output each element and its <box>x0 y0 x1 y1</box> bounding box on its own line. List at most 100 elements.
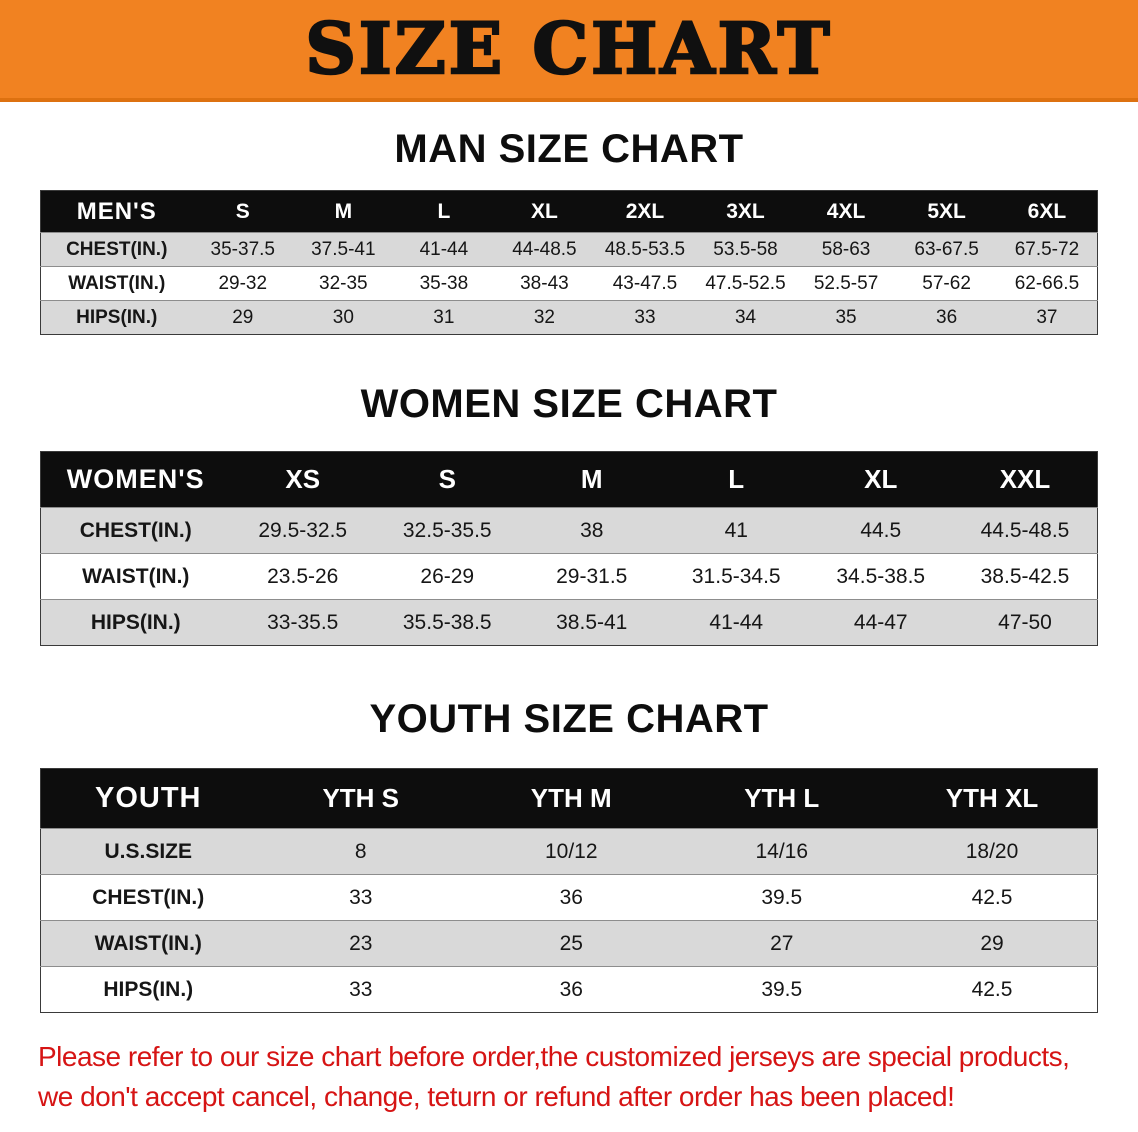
youth-row-chest-in: CHEST(IN.) 33 36 39.5 42.5 <box>40 874 1098 921</box>
women-header-row: WOMEN'S XS S M L XL XXL <box>40 451 1098 508</box>
cell: 57-62 <box>896 266 997 301</box>
youth-row-hips-in: HIPS(IN.) 33 36 39.5 42.5 <box>40 966 1098 1013</box>
cell: 32 <box>494 300 595 335</box>
cell: 29-31.5 <box>519 553 664 600</box>
men-col-6xl: 6XL <box>996 190 1098 233</box>
men-col-3xl: 3XL <box>695 190 796 233</box>
cell: 29 <box>887 920 1098 967</box>
cell: 26-29 <box>375 553 520 600</box>
youth-header-label: YOUTH <box>40 768 256 829</box>
women-col-xs: XS <box>230 451 375 508</box>
cell: 35 <box>795 300 897 335</box>
cell: 33 <box>255 874 466 921</box>
row-label: HIPS(IN.) <box>40 599 231 646</box>
cell: 37.5-41 <box>293 232 394 267</box>
cell: 34 <box>695 300 796 335</box>
cell: 41 <box>664 507 809 554</box>
cell: 37 <box>996 300 1098 335</box>
youth-col-yth-l: YTH L <box>676 768 887 829</box>
men-row-hips-in: HIPS(IN.) 29 30 31 32 33 34 35 36 37 <box>40 300 1098 335</box>
disclaimer-text: Please refer to our size chart before or… <box>38 1037 1138 1117</box>
men-col-m: M <box>293 190 394 233</box>
women-col-m: M <box>519 451 664 508</box>
cell: 67.5-72 <box>996 232 1098 267</box>
cell: 29 <box>192 300 294 335</box>
cell: 44-48.5 <box>494 232 595 267</box>
men-row-chest-in: CHEST(IN.) 35-37.5 37.5-41 41-44 44-48.5 48.5… <box>40 232 1098 267</box>
cell: 38-43 <box>494 266 595 301</box>
row-label: WAIST(IN.) <box>40 553 231 600</box>
cell: 58-63 <box>795 232 897 267</box>
size-chart-banner: SIZE CHART <box>0 0 1138 102</box>
cell: 41-44 <box>664 599 809 646</box>
youth-section-title: YOUTH SIZE CHART <box>369 697 769 741</box>
cell: 52.5-57 <box>795 266 897 301</box>
cell: 30 <box>293 300 394 335</box>
cell: 47.5-52.5 <box>695 266 796 301</box>
cell: 41-44 <box>393 232 495 267</box>
men-size-table: MEN'S S M L XL 2XL 3XL 4XL 5XL 6XL CHEST(IN.) 35-37… <box>40 190 1098 335</box>
row-label: CHEST(IN.) <box>40 507 231 554</box>
women-size-table: WOMEN'S XS S M L XL XXL CHEST(IN.) 29.5-32.5 32.5… <box>40 451 1098 646</box>
cell: 42.5 <box>887 966 1098 1013</box>
women-col-xl: XL <box>808 451 953 508</box>
cell: 31 <box>393 300 495 335</box>
women-section-title: WOMEN SIZE CHART <box>360 382 778 426</box>
men-row-waist-in: WAIST(IN.) 29-32 32-35 35-38 38-43 43-47.5 47.… <box>40 266 1098 301</box>
cell: 31.5-34.5 <box>664 553 809 600</box>
youth-row-u-s-size: U.S.SIZE 8 10/12 14/16 18/20 <box>40 828 1098 875</box>
row-label: WAIST(IN.) <box>40 920 256 967</box>
cell: 32-35 <box>293 266 394 301</box>
women-col-l: L <box>664 451 809 508</box>
men-header-row: MEN'S S M L XL 2XL 3XL 4XL 5XL 6XL <box>40 190 1098 233</box>
cell: 27 <box>676 920 887 967</box>
men-section-title: MAN SIZE CHART <box>394 127 744 171</box>
cell: 42.5 <box>887 874 1098 921</box>
cell: 44-47 <box>808 599 953 646</box>
cell: 34.5-38.5 <box>808 553 953 600</box>
cell: 48.5-53.5 <box>594 232 696 267</box>
cell: 18/20 <box>887 828 1098 875</box>
men-col-2xl: 2XL <box>594 190 696 233</box>
cell: 23 <box>255 920 466 967</box>
women-header-label: WOMEN'S <box>40 451 231 508</box>
cell: 10/12 <box>466 828 677 875</box>
cell: 44.5 <box>808 507 953 554</box>
cell: 39.5 <box>676 874 887 921</box>
row-label: CHEST(IN.) <box>40 874 256 921</box>
youth-size-table: YOUTH YTH S YTH M YTH L YTH XL U.S.SIZE 8 10/12… <box>40 768 1098 1013</box>
women-row-hips-in: HIPS(IN.) 33-35.5 35.5-38.5 38.5-41 41-44 44-… <box>40 599 1098 646</box>
cell: 53.5-58 <box>695 232 796 267</box>
row-label: HIPS(IN.) <box>40 966 256 1013</box>
row-label: U.S.SIZE <box>40 828 256 875</box>
cell: 35.5-38.5 <box>375 599 520 646</box>
youth-header-row: YOUTH YTH S YTH M YTH L YTH XL <box>40 768 1098 829</box>
cell: 35-38 <box>393 266 495 301</box>
row-label: HIPS(IN.) <box>40 300 193 335</box>
cell: 25 <box>466 920 677 967</box>
men-col-s: S <box>192 190 294 233</box>
cell: 62-66.5 <box>996 266 1098 301</box>
cell: 33 <box>594 300 696 335</box>
cell: 38.5-42.5 <box>953 553 1098 600</box>
disclaimer-line-1: Please refer to our size chart before or… <box>38 1041 1070 1072</box>
cell: 35-37.5 <box>192 232 294 267</box>
cell: 44.5-48.5 <box>953 507 1098 554</box>
cell: 43-47.5 <box>594 266 696 301</box>
youth-col-yth-s: YTH S <box>255 768 466 829</box>
banner-title: SIZE CHART <box>304 7 833 90</box>
row-label: CHEST(IN.) <box>40 232 193 267</box>
youth-row-waist-in: WAIST(IN.) 23 25 27 29 <box>40 920 1098 967</box>
cell: 29-32 <box>192 266 294 301</box>
women-col-xxl: XXL <box>953 451 1098 508</box>
cell: 33 <box>255 966 466 1013</box>
cell: 23.5-26 <box>230 553 375 600</box>
cell: 47-50 <box>953 599 1098 646</box>
men-col-4xl: 4XL <box>795 190 897 233</box>
youth-col-yth-m: YTH M <box>466 768 677 829</box>
cell: 8 <box>255 828 466 875</box>
cell: 32.5-35.5 <box>375 507 520 554</box>
men-col-xl: XL <box>494 190 595 233</box>
women-row-chest-in: CHEST(IN.) 29.5-32.5 32.5-35.5 38 41 44.5 44.5… <box>40 507 1098 554</box>
row-label: WAIST(IN.) <box>40 266 193 301</box>
